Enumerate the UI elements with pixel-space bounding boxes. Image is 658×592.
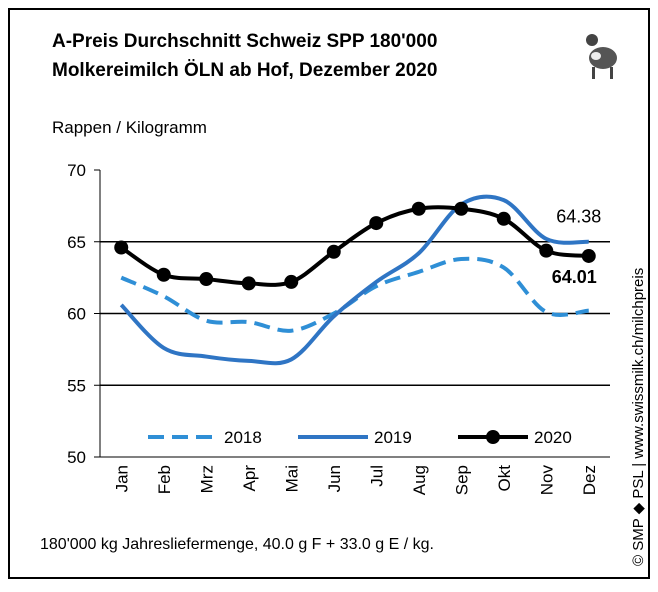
y-tick-label: 60 xyxy=(67,305,86,324)
point xyxy=(454,201,469,216)
x-tick-label: Jan xyxy=(112,465,131,492)
legend-label: 2019 xyxy=(374,428,412,447)
point xyxy=(326,244,341,259)
x-tick-label: Dez xyxy=(580,465,599,495)
point xyxy=(496,211,511,226)
x-tick-label: Apr xyxy=(240,465,259,492)
line-series xyxy=(120,205,589,287)
x-tick-label: Mrz xyxy=(197,465,216,493)
x-tick-label: Jul xyxy=(367,465,386,487)
point xyxy=(284,274,299,289)
line-series xyxy=(120,256,589,333)
y-tick-label: 70 xyxy=(67,161,86,180)
y-tick-label: 65 xyxy=(67,233,86,252)
y-tick-label: 50 xyxy=(67,448,86,467)
source: © SMP ◆ PSL | www.swissmilk.ch/milchprei… xyxy=(630,268,647,566)
y-tick-label: 55 xyxy=(67,376,86,395)
point xyxy=(411,201,426,216)
value-label: 64.38 xyxy=(556,207,601,227)
chart-subtitle: Molkereimilch ÖLN ab Hof, Dezember 2020 xyxy=(52,60,437,81)
legend-label: 2018 xyxy=(224,428,262,447)
chart-title: A-Preis Durchschnitt Schweiz SPP 180'000 xyxy=(52,31,437,52)
x-tick-label: Sep xyxy=(452,465,471,495)
y-axis-label: Rappen / Kilogramm xyxy=(52,118,207,137)
x-tick-label: Aug xyxy=(410,465,429,495)
legend-label: 2020 xyxy=(534,428,572,447)
line-series xyxy=(119,194,589,366)
x-tick-label: Mai xyxy=(282,465,301,492)
legend-marker xyxy=(486,430,500,444)
point xyxy=(199,272,214,287)
point xyxy=(581,248,596,263)
point xyxy=(539,243,554,258)
x-tick-label: Jun xyxy=(325,465,344,492)
x-tick-label: Okt xyxy=(495,465,514,492)
cow-icon xyxy=(586,34,617,79)
point xyxy=(369,216,384,231)
value-label: 64.01 xyxy=(552,267,597,287)
x-tick-label: Feb xyxy=(155,465,174,494)
footnote: 180'000 kg Jahresliefermenge, 40.0 g F +… xyxy=(40,536,434,553)
point xyxy=(241,276,256,291)
point xyxy=(114,240,129,255)
x-tick-label: Nov xyxy=(537,465,556,496)
frame xyxy=(8,8,650,579)
point xyxy=(156,267,171,282)
